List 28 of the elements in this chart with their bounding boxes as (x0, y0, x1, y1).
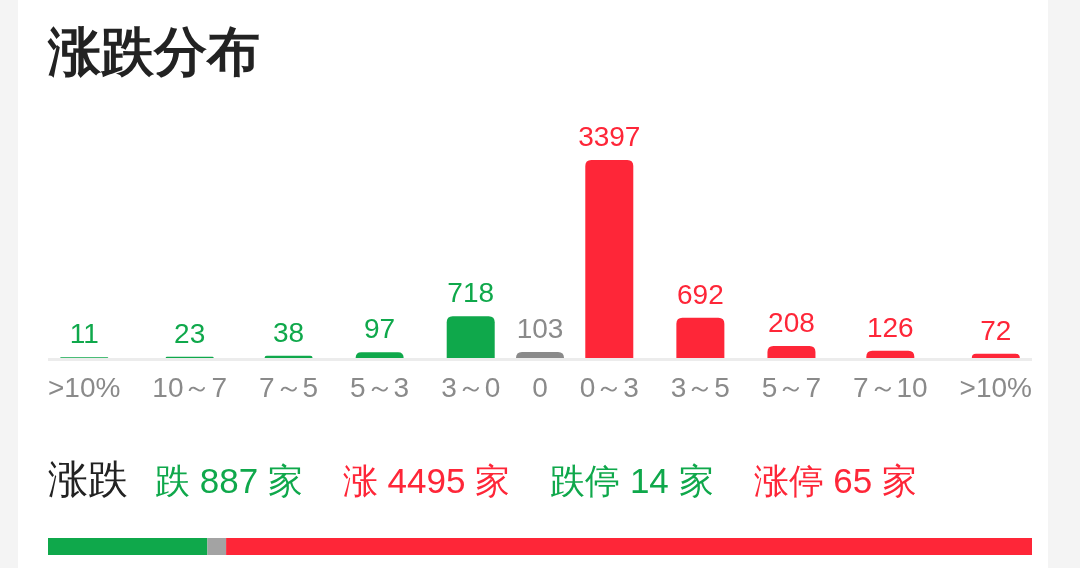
x-tick-label: >10% (48, 372, 121, 403)
data-label: 97 (364, 313, 396, 345)
x-tick-label: >10% (959, 372, 1032, 403)
x-tick-label: 7～10 (852, 372, 928, 403)
data-label: 38 (272, 316, 305, 348)
x-tick-label: 10～7 (152, 372, 228, 403)
x-tick-label: 0 (532, 372, 548, 403)
chart-title: 涨跌分布 (47, 22, 260, 81)
data-label: 208 (768, 306, 815, 338)
text: 涨 4495 家 (342, 461, 511, 500)
text: 涨停 65 家 (753, 461, 917, 500)
x-tick-label: 3～0 (441, 372, 501, 403)
x-tick-label: 7～5 (258, 372, 319, 403)
chart-title: 涨跌 (48, 457, 128, 501)
text: 跌停 14 家 (550, 461, 714, 500)
data-label: 718 (447, 277, 495, 309)
x-tick-label: 3～5 (670, 372, 730, 403)
data-label: 126 (866, 311, 914, 343)
text: 跌 887 家 (155, 461, 303, 500)
data-label: 23 (174, 317, 206, 349)
x-tick-label: 5～7 (761, 372, 822, 403)
data-label: 11 (69, 318, 99, 350)
data-label: 103 (516, 313, 564, 344)
data-label: 692 (677, 278, 724, 310)
x-tick-label: 0～3 (579, 372, 639, 403)
x-tick-label: 5～3 (350, 372, 410, 403)
data-label: 3397 (578, 121, 641, 152)
data-label: 72 (980, 314, 1012, 346)
